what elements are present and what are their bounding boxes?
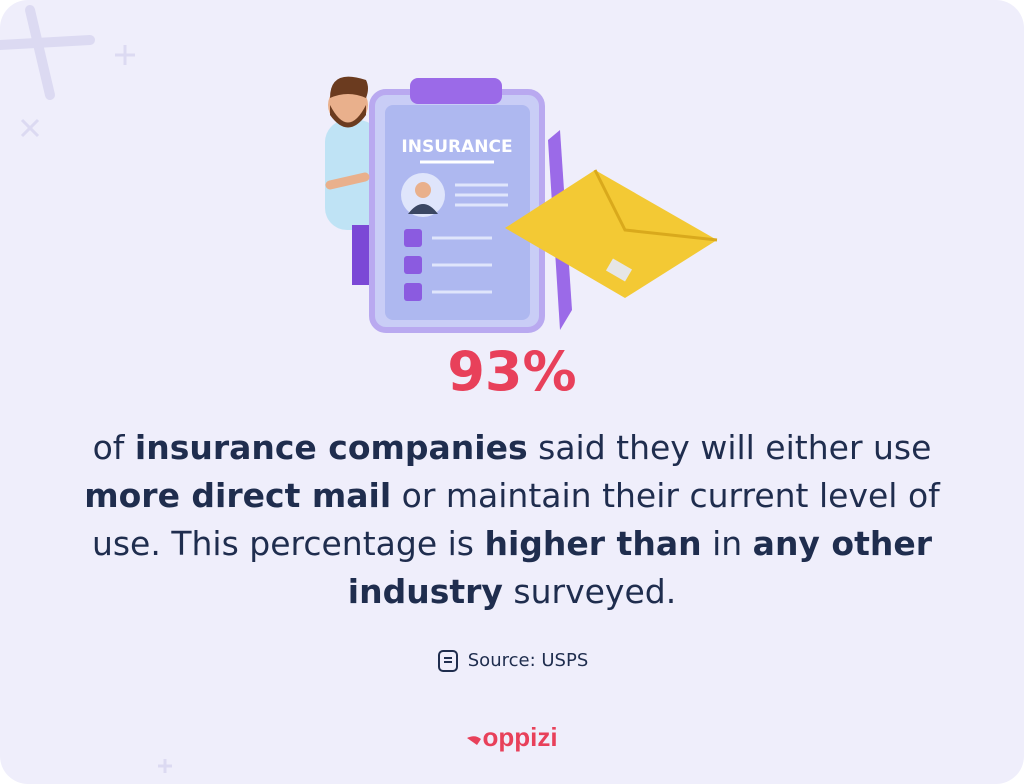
body-text: of insurance companies said they will ei… <box>62 424 962 616</box>
decor-line <box>0 35 95 50</box>
logo-swoosh <box>467 736 482 745</box>
text-run: surveyed. <box>502 572 677 611</box>
text-run: of <box>92 428 135 467</box>
paper-lines <box>432 183 508 294</box>
source: Source: USPS <box>0 648 1024 674</box>
icon-frame <box>437 650 458 672</box>
stat: 93% <box>447 340 577 403</box>
emphasis: more direct mail <box>84 476 392 515</box>
decor-cross <box>0 5 95 100</box>
avatar-head <box>415 182 431 198</box>
emphasis: insurance companies <box>134 428 528 467</box>
swoosh <box>467 736 482 745</box>
source-text: Source: USPS <box>467 650 589 671</box>
text-run: said they will either use <box>527 428 932 467</box>
brand-text: oppizi <box>482 722 558 752</box>
envelope <box>505 170 717 298</box>
emphasis: any other industry <box>347 524 933 611</box>
person-legs <box>352 225 374 285</box>
decor-small <box>20 45 172 773</box>
decor-line <box>20 118 40 138</box>
person-beard <box>330 105 366 128</box>
text-run: in <box>701 524 753 563</box>
avatar-body <box>408 204 438 214</box>
source-icon <box>437 650 458 672</box>
emphasis: higher than <box>484 524 702 563</box>
person-hair <box>330 76 368 98</box>
person-body <box>325 120 380 230</box>
person-arm <box>325 172 370 190</box>
clipboard-clip <box>410 78 502 104</box>
checkboxes <box>404 229 422 301</box>
brand-logo: oppizi <box>0 722 1024 753</box>
envelope-stamp <box>605 258 633 282</box>
decor-line <box>25 5 55 100</box>
clipboard-label: INSURANCE <box>401 137 512 157</box>
envelope-flap <box>593 169 718 242</box>
text-run: or maintain their current level of use. … <box>91 476 940 563</box>
checkbox <box>404 256 422 274</box>
checkbox <box>404 283 422 301</box>
checkbox <box>404 229 422 247</box>
